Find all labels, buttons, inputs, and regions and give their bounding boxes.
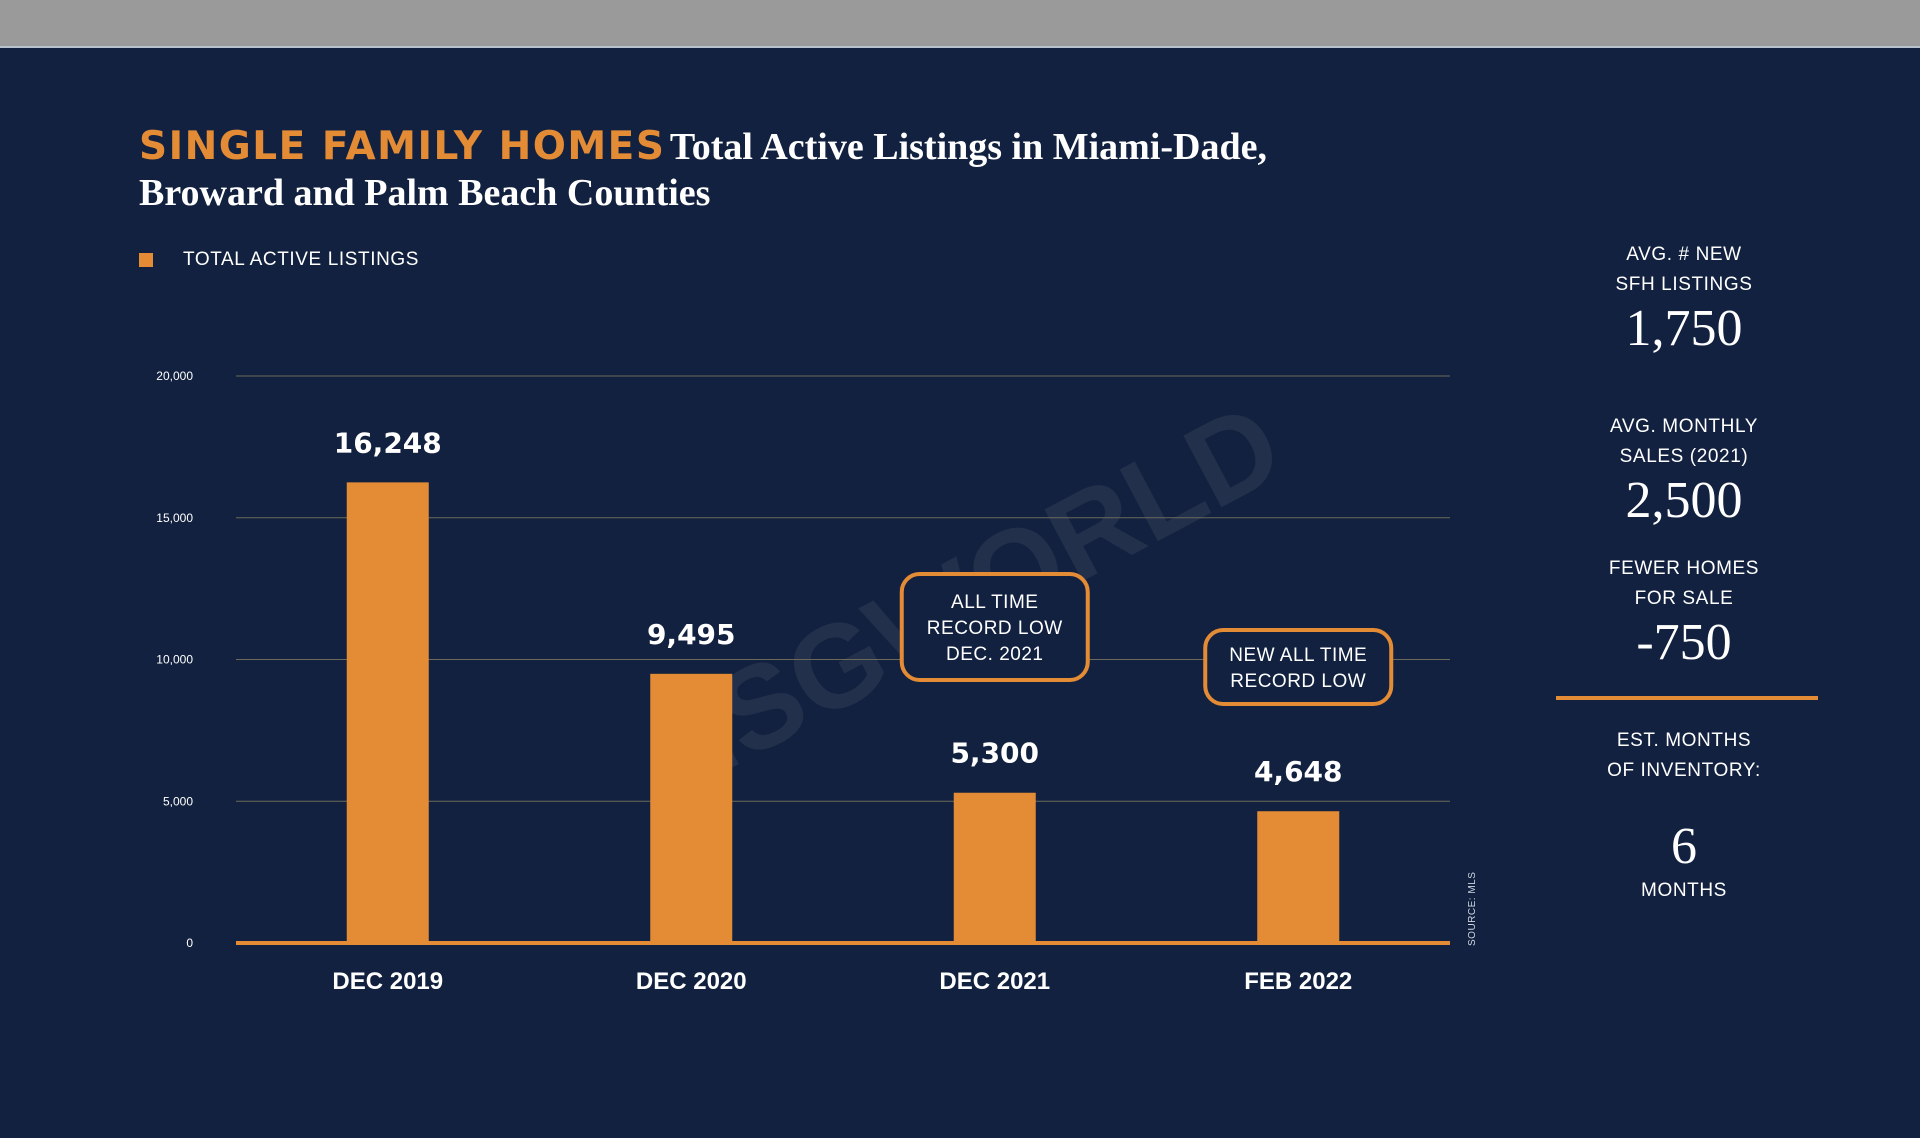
annotation-box [899,572,1090,682]
legend-swatch [139,253,153,267]
stat-new-listings: AVG. # NEW SFH LISTINGS 1,750 [1556,240,1812,358]
stat-label: AVG. # NEW [1626,244,1742,265]
x-tick-label: DEC 2019 [332,968,443,995]
annotation-text: NEW ALL TIME [1229,645,1367,666]
title-accent: SINGLE FAMILY HOMES [139,124,666,169]
stat-inventory: EST. MONTHS OF INVENTORY: 6 MONTHS [1556,726,1812,906]
data-label: 16,248 [334,426,442,459]
y-tick-label: 10,000 [156,653,193,667]
annotation-text: RECORD LOW [1230,671,1366,692]
stat-label: AVG. MONTHLY [1610,416,1758,437]
annotation-box [1203,628,1394,706]
stat-fewer-homes: FEWER HOMES FOR SALE -750 [1556,554,1812,672]
data-label: 9,495 [647,618,736,651]
annotation-text: ALL TIME [951,592,1038,613]
stat-label: FOR SALE [1634,588,1734,609]
top-bar [0,0,1920,48]
stat-label: OF INVENTORY: [1607,760,1761,781]
stat-label: SFH LISTINGS [1615,274,1753,295]
data-label: 5,300 [950,737,1039,770]
bar [346,482,429,943]
stat-divider [1556,696,1818,700]
y-tick-label: 5,000 [163,794,193,808]
x-tick-label: FEB 2022 [1244,968,1352,995]
legend-label: TOTAL ACTIVE LISTINGS [183,249,420,270]
stat-label: EST. MONTHS [1616,730,1752,751]
stat-value: 6 [1671,818,1697,875]
x-tick-label: DEC 2020 [636,968,747,995]
annotation-text: RECORD LOW [927,618,1063,639]
chart-title: SINGLE FAMILY HOMES Total Active Listing… [139,124,1379,215]
bar [1257,811,1340,943]
stat-label: SALES (2021) [1619,446,1749,467]
bar [650,673,733,943]
legend: TOTAL ACTIVE LISTINGS [139,249,419,271]
bar [953,792,1036,943]
stats-sidebar: AVG. # NEW SFH LISTINGS 1,750 AVG. MONTH… [1556,240,1818,906]
title-line2: Broward and Palm Beach Counties [139,172,711,214]
stat-label: FEWER HOMES [1608,558,1760,579]
y-tick-label: 0 [186,936,193,950]
stat-value: 1,750 [1625,300,1743,357]
x-tick-label: DEC 2021 [939,968,1050,995]
y-tick-label: 15,000 [156,511,193,525]
stat-value: 2,500 [1625,472,1743,529]
stat-value: -750 [1636,614,1732,671]
title-line1: Total Active Listings in Miami-Dade, [669,126,1267,168]
source-note: SOURCE: MLS [1467,871,1478,946]
stat-monthly-sales: AVG. MONTHLY SALES (2021) 2,500 [1556,412,1812,530]
annotation-text: DEC. 2021 [946,644,1043,665]
y-tick-label: 20,000 [156,369,193,383]
data-label: 4,648 [1254,755,1343,788]
stat-unit: MONTHS [1641,880,1727,901]
